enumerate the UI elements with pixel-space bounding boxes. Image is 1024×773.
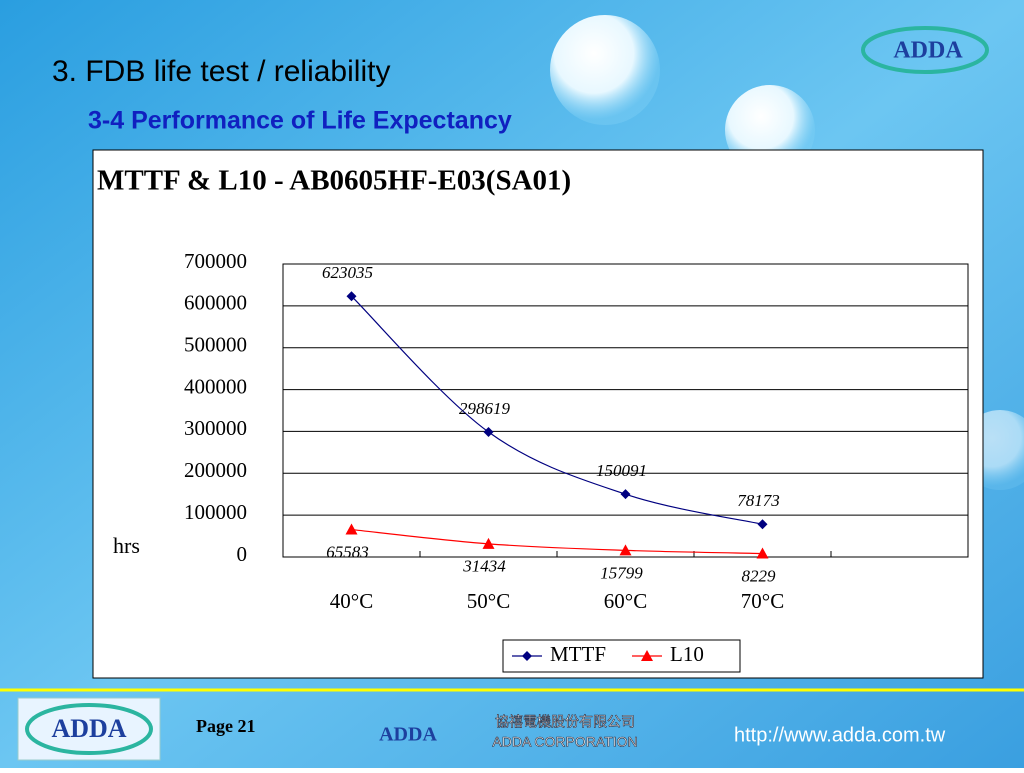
x-tick-label: 60°C xyxy=(604,589,647,613)
legend-marker xyxy=(641,650,653,661)
data-point xyxy=(620,489,631,500)
website-url: http://www.adda.com.tw xyxy=(734,724,946,746)
data-label: 150091 xyxy=(596,461,647,480)
data-point xyxy=(482,537,495,549)
data-label: 31434 xyxy=(462,557,506,576)
y-tick-label: 600000 xyxy=(184,291,247,315)
data-label: 15799 xyxy=(600,563,643,582)
data-point xyxy=(757,519,768,530)
x-tick-label: 50°C xyxy=(467,589,510,613)
series-line xyxy=(351,528,763,555)
bubble xyxy=(550,15,660,125)
data-label: 8229 xyxy=(742,566,777,585)
x-tick-label: 70°C xyxy=(741,589,784,613)
footer-logo-box xyxy=(17,697,161,761)
data-point xyxy=(483,427,494,438)
footer-logo-text-2: ADDA xyxy=(379,724,437,746)
slide-subtitle: 3-4 Performance of Life Expectancy xyxy=(88,107,512,135)
chart-title: MTTF & L10 - AB0605HF-E03(SA01) xyxy=(97,165,571,197)
page-number: Page 21 xyxy=(196,716,255,736)
x-tick-label: 40°C xyxy=(330,589,373,613)
y-tick-label: 300000 xyxy=(184,416,247,440)
y-tick-label: 0 xyxy=(237,542,248,566)
data-point xyxy=(346,291,357,302)
y-tick-label: 700000 xyxy=(184,249,247,273)
data-point xyxy=(756,547,769,559)
y-axis-label: hrs xyxy=(113,533,140,558)
series-line xyxy=(351,295,763,525)
legend-label: MTTF xyxy=(550,642,606,666)
slide-title: 3. FDB life test / reliability xyxy=(52,55,390,88)
company-en: ADDA CORPORATION xyxy=(492,734,637,750)
logo-text: ADDA xyxy=(893,38,963,64)
data-label: 623035 xyxy=(322,263,373,282)
data-point xyxy=(345,523,358,535)
data-point xyxy=(619,544,632,556)
y-tick-label: 500000 xyxy=(184,333,247,357)
logo-ring xyxy=(25,703,153,755)
chart-frame xyxy=(92,149,984,679)
data-label: 65583 xyxy=(326,542,369,561)
company-zh: 協禧電機股份有限公司 xyxy=(495,714,635,730)
y-tick-label: 100000 xyxy=(184,500,247,524)
logo-ring xyxy=(861,26,989,74)
legend-label: L10 xyxy=(670,642,704,666)
legend xyxy=(502,639,741,673)
y-tick-label: 200000 xyxy=(184,458,247,482)
data-label: 78173 xyxy=(737,491,780,510)
legend-marker xyxy=(522,651,532,661)
data-label: 298619 xyxy=(459,399,511,418)
footer-logo-text: ADDA xyxy=(51,714,126,743)
y-tick-label: 400000 xyxy=(184,374,247,398)
